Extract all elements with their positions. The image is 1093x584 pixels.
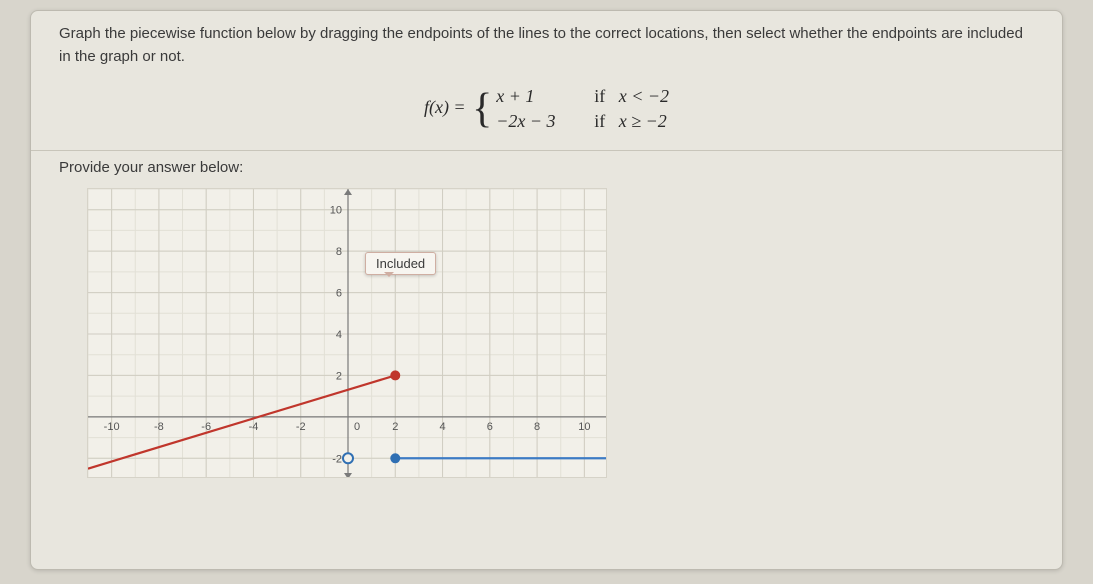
svg-text:6: 6: [487, 421, 493, 433]
svg-text:-8: -8: [154, 421, 164, 433]
endpoint-marker[interactable]: [391, 371, 399, 379]
draggable-point[interactable]: [343, 453, 353, 463]
svg-text:-4: -4: [249, 421, 259, 433]
equation-cases: { x + 1 if x < −2 −2x − 3 if x ≥ −2: [470, 86, 669, 132]
included-tooltip[interactable]: Included: [365, 252, 436, 275]
svg-text:-10: -10: [104, 421, 120, 433]
graph-area[interactable]: Included -10-8-6-4-20246810-2246810: [87, 188, 607, 478]
svg-text:6: 6: [336, 288, 342, 300]
equation: f(x) = { x + 1 if x < −2 −2x − 3 if x ≥ …: [59, 86, 1034, 132]
case-2: −2x − 3 if x ≥ −2: [496, 111, 669, 132]
case-2-cond-text: x ≥ −2: [619, 111, 667, 131]
divider: [31, 150, 1062, 151]
answer-label: Provide your answer below:: [59, 159, 1034, 176]
tooltip-label: Included: [376, 256, 425, 271]
svg-text:10: 10: [330, 205, 342, 217]
case-1-cond: if x < −2: [594, 86, 669, 107]
case-2-expr: −2x − 3: [496, 111, 576, 132]
svg-text:4: 4: [336, 329, 342, 341]
left-brace-icon: {: [472, 88, 492, 130]
svg-text:-2: -2: [332, 453, 342, 465]
case-1-expr: x + 1: [496, 86, 576, 107]
case-1-if: if: [594, 86, 605, 106]
graph-canvas[interactable]: -10-8-6-4-20246810-2246810: [87, 188, 607, 478]
svg-text:4: 4: [439, 421, 445, 433]
svg-text:8: 8: [336, 246, 342, 258]
endpoint-marker[interactable]: [391, 454, 399, 462]
case-1-cond-text: x < −2: [619, 86, 669, 106]
case-2-if: if: [594, 111, 605, 131]
question-card: Graph the piecewise function below by dr…: [30, 10, 1063, 570]
svg-text:8: 8: [534, 421, 540, 433]
instruction-text: Graph the piecewise function below by dr…: [59, 23, 1034, 68]
case-2-cond: if x ≥ −2: [594, 111, 667, 132]
equation-lhs: f(x) =: [424, 97, 466, 117]
svg-text:-2: -2: [296, 421, 306, 433]
svg-text:2: 2: [336, 370, 342, 382]
case-1: x + 1 if x < −2: [496, 86, 669, 107]
svg-text:10: 10: [578, 421, 590, 433]
svg-text:0: 0: [354, 421, 360, 433]
svg-text:2: 2: [392, 421, 398, 433]
